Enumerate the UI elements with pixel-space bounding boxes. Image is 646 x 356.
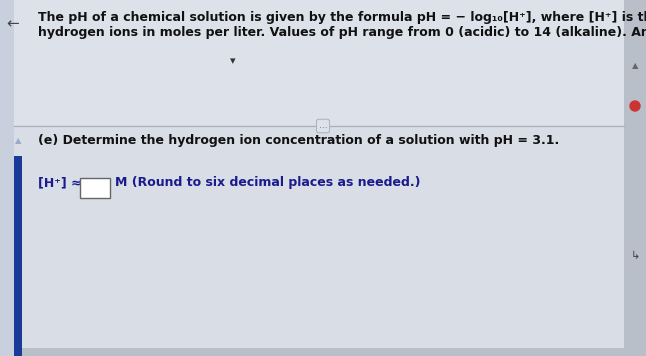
Text: ↳: ↳ [630, 251, 640, 261]
Bar [80, 178, 110, 198]
Text: [H⁺] ≈: [H⁺] ≈ [38, 176, 81, 189]
Text: ▲: ▲ [632, 62, 638, 70]
Bar [14, 0, 624, 256]
Bar [14, 128, 624, 356]
Text: ...: ... [318, 121, 328, 131]
Bar [14, 156, 22, 356]
Text: ▾: ▾ [230, 56, 236, 66]
Bar [624, 0, 646, 356]
Text: ▲: ▲ [15, 136, 21, 146]
Text: (e) Determine the hydrogen ion concentration of a solution with pH = 3.1.: (e) Determine the hydrogen ion concentra… [38, 134, 559, 147]
Bar [14, 348, 624, 356]
Text: hydrogen ions in moles per liter. Values of pH range from 0 (acidic) to 14 (alka: hydrogen ions in moles per liter. Values… [38, 26, 646, 39]
Text: The pH of a chemical solution is given by the formula pH = − log₁₀[H⁺], where [H: The pH of a chemical solution is given b… [38, 11, 646, 24]
Text: M (Round to six decimal places as needed.): M (Round to six decimal places as needed… [115, 176, 421, 189]
Circle shape [630, 101, 640, 111]
Text: ←: ← [6, 16, 19, 31]
